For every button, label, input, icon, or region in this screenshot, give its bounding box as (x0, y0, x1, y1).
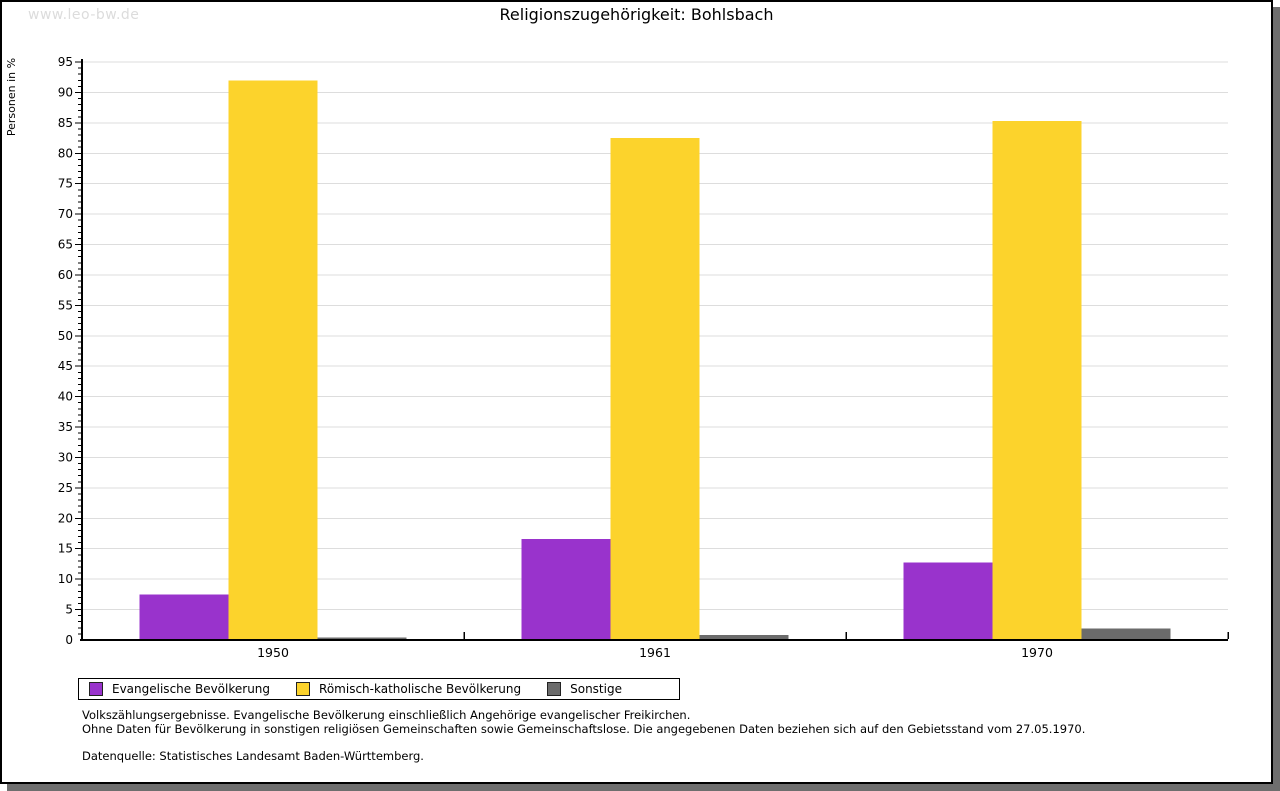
y-tick-label: 20 (58, 511, 73, 525)
y-tick-label: 60 (58, 268, 73, 282)
legend: Evangelische Bevölkerung Römisch-katholis… (78, 678, 680, 700)
bar-1970-0 (903, 562, 993, 640)
data-source-note: Datenquelle: Statistisches Landesamt Bad… (82, 749, 424, 763)
y-tick-label: 5 (65, 603, 73, 617)
y-tick-label: 40 (58, 390, 73, 404)
bar-1961-1 (610, 138, 700, 641)
legend-swatch (547, 682, 562, 696)
y-tick-label: 95 (58, 55, 73, 69)
x-category-label: 1970 (1021, 645, 1053, 660)
y-tick-label: 75 (58, 177, 73, 191)
bar-1950-2 (317, 637, 407, 640)
y-tick-label: 0 (65, 633, 73, 647)
watermark-leo-bw: www.leo-bw.de (28, 7, 140, 23)
x-category-label: 1950 (257, 645, 289, 660)
legend-swatch (89, 682, 103, 696)
y-tick-label: 50 (58, 329, 73, 343)
y-tick-label: 85 (58, 116, 73, 130)
footnotes: Volkszählungsergebnisse. Evangelische Be… (82, 708, 1222, 763)
bar-1950-1 (228, 80, 318, 641)
y-tick-label: 35 (58, 420, 73, 434)
y-tick-label: 45 (58, 359, 73, 373)
bar-1970-1 (992, 121, 1082, 640)
y-tick-label: 65 (58, 238, 73, 252)
bar-1961-2 (699, 635, 789, 640)
legend-item: Römisch-katholische Bevölkerung (296, 682, 521, 696)
legend-label: Römisch-katholische Bevölkerung (319, 682, 522, 696)
legend-swatch (296, 682, 311, 696)
y-axis-title: Personen in % (5, 58, 18, 136)
legend-item: Sonstige (547, 682, 622, 696)
footnote-line-2: Ohne Daten für Bevölkerung in sonstigen … (82, 722, 1086, 736)
bar-1961-0 (521, 539, 611, 640)
chart-plot-area: 0 5 10 15 20 25 30 35 40 45 50 55 60 65 70 75 80 85 90 95 19… (5, 55, 1229, 660)
y-tick-label: 25 (58, 481, 73, 495)
legend-label: Sonstige (570, 682, 622, 696)
footnote-line-1: Volkszählungsergebnisse. Evangelische Be… (82, 708, 691, 722)
y-tick-label: 80 (58, 146, 73, 160)
y-tick-label: 90 (58, 85, 73, 99)
bar-1970-2 (1081, 628, 1171, 640)
bar-1950-0 (139, 594, 229, 640)
y-tick-label: 70 (58, 207, 73, 221)
y-tick-label: 55 (58, 298, 73, 312)
legend-label: Evangelische Bevölkerung (112, 682, 271, 696)
y-tick-label: 10 (58, 572, 73, 586)
chart-title: Religionszugehörigkeit: Bohlsbach (499, 5, 774, 24)
y-tick-label: 30 (58, 450, 73, 464)
y-tick-label: 15 (58, 542, 73, 556)
legend-item: Evangelische Bevölkerung (89, 682, 270, 696)
x-category-label: 1961 (639, 645, 671, 660)
